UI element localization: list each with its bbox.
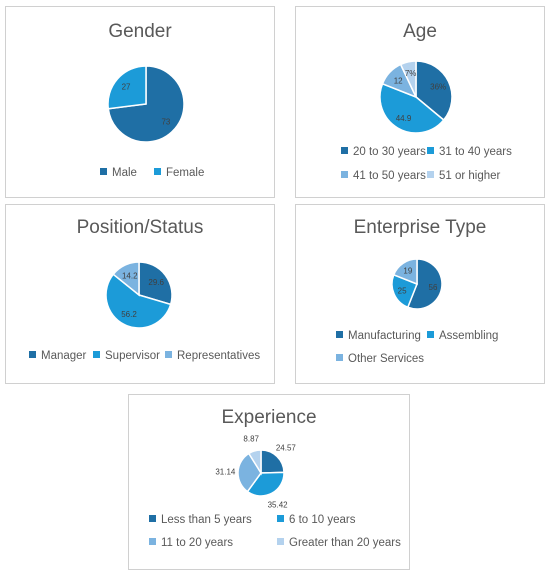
enterprise-legend-label-2: Other Services [348,353,425,365]
position-legend-item-1: Supervisor [93,350,160,362]
position-slice-0 [138,261,173,306]
position-pie: 29.6 56.2 14.2 [105,261,173,329]
gender-chart: Gender 73 27 Male Female [5,6,275,198]
experience-legend-label-3: Greater than 20 years [289,537,401,549]
experience-legend-item-1: 6 to 10 years [277,514,355,526]
position-slice-1 [105,273,172,329]
age-slice-3 [399,60,417,98]
experience-legend-swatch-0 [149,515,156,522]
age-legend-swatch-0 [341,147,348,154]
enterprise-legend-swatch-0 [336,331,343,338]
enterprise-data-label-0: 56 [429,283,438,292]
experience-data-label-1: 35.42 [268,501,289,510]
enterprise-data-label-1: 25 [398,286,407,295]
gender-slice-1 [107,65,147,110]
position-data-label-1: 56.2 [121,310,137,319]
position-slice-2 [112,261,140,297]
position-data-label-2: 14.2 [122,272,138,281]
enterprise-legend-swatch-1 [427,331,434,338]
age-data-label-3: 7% [405,69,417,78]
gender-legend-label-1: Female [166,167,205,179]
age-legend-swatch-1 [427,147,434,154]
experience-slice-2 [237,452,262,493]
experience-chart: Experience 24.57 35.42 31.14 8.87 Less than… [128,394,410,570]
enterprise-slice-0 [406,258,443,310]
age-legend-swatch-2 [341,171,348,178]
position-chart-title: Position/Status [76,217,204,238]
age-pie: 36% 44.9 127% [379,60,453,134]
experience-legend-item-3: Greater than 20 years [277,537,401,549]
experience-legend-item-2: 11 to 20 years [149,537,233,549]
enterprise-chart-title: Enterprise Type [353,217,487,238]
experience-data-label-0: 24.57 [276,443,297,452]
position-legend-item-0: Manager [29,350,86,362]
experience-slice-1 [246,471,285,497]
gender-legend-item-0: Male [100,167,137,179]
position-data-label-0: 29.6 [148,278,164,287]
enterprise-legend-item-2: Other Services [336,353,424,365]
gender-pie: 73 27 [107,65,185,143]
enterprise-legend-label-1: Assembling [439,330,499,342]
experience-data-label-3: 8.87 [243,435,259,444]
gender-chart-title: Gender [108,21,172,42]
experience-pie: 24.57 35.42 31.14 8.87 [215,435,297,510]
position-legend-label-1: Supervisor [105,350,160,362]
experience-legend-label-1: 6 to 10 years [289,514,356,526]
experience-legend-item-0: Less than 5 years [149,514,252,526]
position-legend-swatch-0 [29,351,36,358]
age-slice-1 [379,82,445,134]
enterprise-chart: Enterprise Type 56 25 19 Manufacturing Asse… [295,204,545,384]
experience-legend-swatch-1 [277,515,284,522]
enterprise-legend-item-1: Assembling [427,330,498,342]
experience-slice-3 [247,449,262,476]
age-data-label-1: 44.9 [396,114,412,123]
enterprise-legend-swatch-2 [336,354,343,361]
age-legend-item-3: 51 or higher [427,170,500,182]
age-legend-swatch-3 [427,171,434,178]
enterprise-legend-item-0: Manufacturing [336,330,421,342]
position-legend-swatch-2 [165,351,172,358]
position-legend-label-2: Representatives [177,350,261,362]
age-legend-item-2: 41 to 50 years [341,170,426,182]
enterprise-pie: 56 25 19 [391,258,443,310]
age-chart: Age 36% 44.9 12 7% 20 to 30 years 31 to 40 y… [295,6,545,198]
experience-data-label-2: 31.14 [215,468,236,477]
age-chart-title: Age [403,21,437,42]
enterprise-data-label-2: 19 [403,267,412,276]
age-legend-item-1: 31 to 40 years [427,146,512,158]
age-legend-label-3: 51 or higher [439,170,501,182]
gender-data-label-1: 27 [122,82,131,91]
age-legend-item-0: 20 to 30 years [341,146,426,158]
gender-legend-swatch-1 [154,168,161,175]
enterprise-legend-label-0: Manufacturing [348,330,421,342]
position-legend-label-0: Manager [41,350,87,362]
experience-legend-label-0: Less than 5 years [161,514,252,526]
enterprise-slice-2 [392,258,418,286]
age-data-label-0: 36% [430,83,446,92]
gender-legend-item-1: Female [154,167,204,179]
age-legend-label-2: 41 to 50 years [353,170,426,182]
experience-slice-0 [260,449,285,474]
experience-legend-swatch-3 [277,538,284,545]
gender-data-label-0: 73 [161,118,170,127]
gender-legend-label-0: Male [112,167,137,179]
position-legend-swatch-1 [93,351,100,358]
gender-legend-swatch-0 [100,168,107,175]
position-legend-item-2: Representatives [165,350,260,362]
age-slice-0 [415,60,453,122]
age-legend-label-1: 31 to 40 years [439,146,512,158]
experience-chart-title: Experience [221,407,317,428]
position-chart: Position/Status 29.6 56.2 14.2 Manager Supe… [5,204,275,384]
experience-legend-label-2: 11 to 20 years [161,537,234,549]
enterprise-slice-1 [391,273,418,309]
age-data-label-2: 12 [394,76,403,85]
experience-legend-swatch-2 [149,538,156,545]
age-legend-label-0: 20 to 30 years [353,146,426,158]
